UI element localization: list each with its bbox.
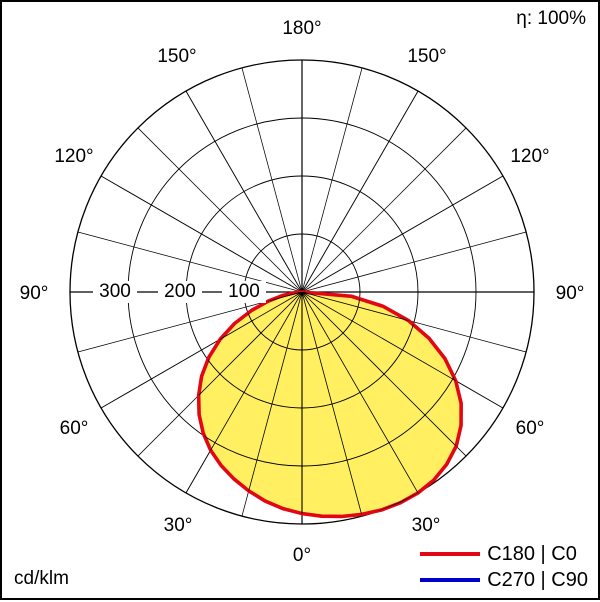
radial-tick-label: 200 [164, 281, 196, 302]
angle-tick-label: 120° [510, 146, 550, 167]
legend-item: C180 | C0 [420, 542, 588, 566]
angle-tick-label: 90° [19, 283, 49, 304]
legend: C180 | C0 C270 | C90 [420, 542, 588, 592]
angle-tick-label: 150° [407, 46, 447, 67]
grid-spoke [241, 67, 303, 293]
radial-label-mask [93, 281, 137, 303]
legend-item: C270 | C90 [420, 568, 588, 592]
radial-tick-label: 300 [99, 281, 131, 302]
grid-spoke [301, 67, 363, 293]
angle-tick-label: 180° [282, 18, 322, 39]
efficiency-label: η: 100% [516, 8, 586, 29]
grid-spoke [137, 127, 303, 293]
legend-swatch-c270-c90 [420, 578, 481, 582]
grid-spoke [301, 231, 527, 293]
grid-spoke [301, 292, 419, 494]
grid-spoke [301, 175, 504, 293]
angle-tick-label: 60° [515, 418, 545, 439]
grid-spoke [185, 90, 303, 293]
legend-label-c270-c90: C270 | C90 [487, 568, 588, 591]
angle-tick-label: 90° [555, 283, 585, 304]
angle-tick-label: 30° [163, 515, 193, 536]
angle-tick-label: 120° [54, 146, 94, 167]
grid-spoke [301, 127, 467, 293]
polar-grid-overlay [198, 292, 462, 517]
grid-spoke [100, 175, 303, 293]
grid-spoke [301, 292, 462, 457]
legend-label-c180-c0: C180 | C0 [487, 542, 577, 565]
legend-swatch-c180-c0 [420, 552, 481, 556]
unit-label: cd/klm [14, 568, 69, 589]
angle-tick-label: 30° [411, 515, 441, 536]
radial-tick-label: 100 [228, 281, 260, 302]
angle-tick-label: 0° [292, 545, 312, 566]
angle-tick-label: 150° [157, 46, 197, 67]
grid-spoke [301, 90, 419, 293]
radial-label-mask [158, 281, 202, 303]
grid-spoke [198, 292, 303, 457]
grid-spoke [301, 292, 363, 517]
grid-spoke [301, 292, 462, 409]
angle-tick-label: 60° [59, 418, 89, 439]
grid-spoke [241, 292, 303, 517]
radial-label-mask [222, 281, 266, 303]
